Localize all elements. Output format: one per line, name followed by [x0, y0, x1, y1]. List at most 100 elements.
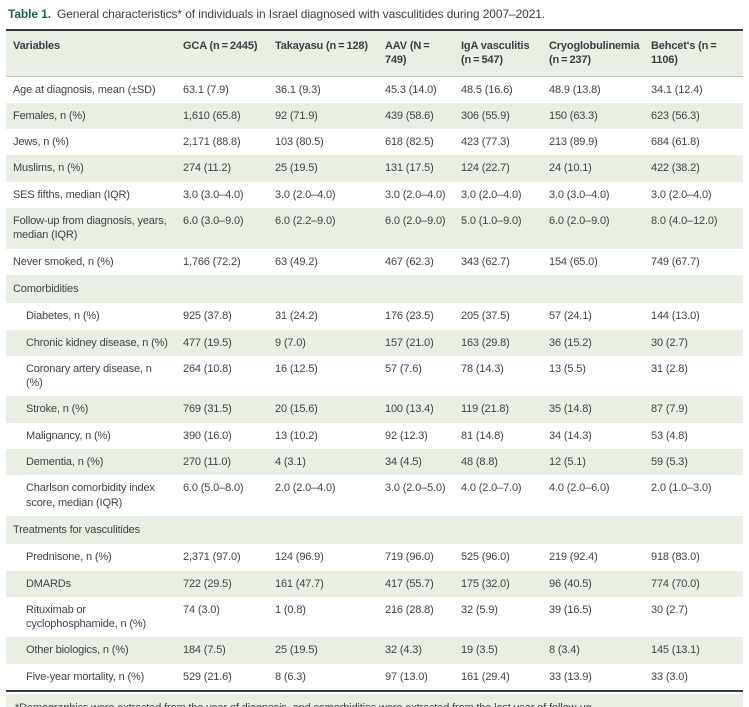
- cell-value: 343 (62.7): [461, 255, 510, 268]
- cell-value: 150 (63.3): [549, 109, 598, 122]
- cell-value: 57 (24.1): [549, 310, 592, 323]
- row-label: DMARDs: [26, 577, 71, 590]
- row-label: Malignancy, n (%): [26, 429, 111, 442]
- cell-value: 6.0 (3.0–9.0): [183, 215, 244, 228]
- cell-value: 34 (4.5): [385, 456, 422, 469]
- cell-value: 145 (13.1): [651, 644, 700, 657]
- cell-value: 96 (40.5): [549, 577, 592, 590]
- row-label: Dementia, n (%): [26, 456, 104, 469]
- cell-value: 39 (16.5): [549, 603, 592, 616]
- table-row: Chronic kidney disease, n (%) 477 (19.5) 9…: [6, 329, 743, 356]
- cell-value: 59 (5.3): [651, 456, 688, 469]
- cell-value: 34.1 (12.4): [651, 83, 703, 96]
- cell-value: 216 (28.8): [385, 603, 434, 616]
- table-footnotes: *Demographics were extracted from the ye…: [6, 694, 743, 707]
- table-body: Age at diagnosis, mean (±SD) 63.1 (7.9) 36…: [6, 76, 743, 691]
- cell-value: 3.0 (2.0–4.0): [275, 188, 336, 201]
- cell-value: 5.0 (1.0–9.0): [461, 215, 522, 228]
- column-header: AAV (N = 749): [378, 30, 454, 77]
- cell-value: 3.0 (2.0–5.0): [385, 482, 446, 495]
- cell-value: 918 (83.0): [651, 551, 700, 564]
- cell-value: 477 (19.5): [183, 336, 232, 349]
- cell-value: 31 (24.2): [275, 310, 318, 323]
- row-label: Prednisone, n (%): [26, 551, 112, 564]
- cell-value: 219 (92.4): [549, 551, 598, 564]
- row-label: Muslims, n (%): [13, 162, 84, 175]
- cell-value: 87 (7.9): [651, 403, 688, 416]
- cell-value: 34 (14.3): [549, 429, 592, 442]
- section-label: Comorbidities: [13, 282, 79, 295]
- cell-value: 103 (80.5): [275, 136, 324, 149]
- cell-value: 33 (3.0): [651, 670, 688, 683]
- cell-value: 529 (21.6): [183, 670, 232, 683]
- cell-value: 184 (7.5): [183, 644, 226, 657]
- cell-value: 8.0 (4.0–12.0): [651, 215, 718, 228]
- cell-value: 119 (21.8): [461, 403, 509, 416]
- cell-value: 264 (10.8): [183, 362, 232, 375]
- cell-value: 63 (49.2): [275, 255, 318, 268]
- cell-value: 13 (10.2): [275, 429, 318, 442]
- table-row: Other biologics, n (%) 184 (7.5) 25 (19.5)…: [6, 637, 743, 664]
- table-row: Jews, n (%) 2,171 (88.8) 103 (80.5) 618 (82…: [6, 129, 743, 155]
- cell-value: 774 (70.0): [651, 577, 700, 590]
- table-row: Diabetes, n (%) 925 (37.8) 31 (24.2) 176 (2…: [6, 303, 743, 329]
- column-header: GCA (n = 2445): [176, 30, 268, 77]
- section-label: Treatments for vasculitides: [13, 523, 140, 536]
- row-label: Five-year mortality, n (%): [26, 670, 145, 683]
- cell-value: 4 (3.1): [275, 456, 306, 469]
- row-label: Females, n (%): [13, 109, 86, 122]
- cell-value: 1 (0.8): [275, 603, 306, 616]
- cell-value: 3.0 (2.0–4.0): [385, 188, 446, 201]
- row-label: Age at diagnosis, mean (±SD): [13, 83, 156, 96]
- table-header: Variables GCA (n = 2445) Takayasu (n = 128…: [6, 30, 743, 77]
- row-label: Follow-up from diagnosis, years, median …: [13, 215, 167, 242]
- cell-value: 719 (96.0): [385, 551, 434, 564]
- cell-value: 48 (8.8): [461, 456, 498, 469]
- cell-value: 16 (12.5): [275, 362, 318, 375]
- section-row: Comorbidities: [6, 274, 743, 304]
- cell-value: 2,371 (97.0): [183, 551, 241, 564]
- row-label: Never smoked, n (%): [13, 255, 114, 268]
- cell-value: 3.0 (2.0–4.0): [461, 188, 522, 201]
- cell-value: 57 (7.6): [385, 362, 422, 375]
- table-row: Muslims, n (%) 274 (11.2) 25 (19.5) 131 (17…: [6, 155, 743, 182]
- cell-value: 36.1 (9.3): [275, 83, 321, 96]
- table-row: Follow-up from diagnosis, years, median …: [6, 208, 743, 249]
- row-label: Other biologics, n (%): [26, 644, 129, 657]
- cell-value: 4.0 (2.0–6.0): [549, 482, 610, 495]
- table-row: Never smoked, n (%) 1,766 (72.2) 63 (49.2)…: [6, 249, 743, 275]
- cell-value: 154 (65.0): [549, 255, 598, 268]
- cell-value: 45.3 (14.0): [385, 83, 437, 96]
- cell-value: 100 (13.4): [385, 403, 434, 416]
- cell-value: 422 (38.2): [651, 162, 700, 175]
- cell-value: 467 (62.3): [385, 255, 434, 268]
- cell-value: 20 (15.6): [275, 403, 318, 416]
- cell-value: 4.0 (2.0–7.0): [461, 482, 522, 495]
- cell-value: 92 (71.9): [275, 109, 318, 122]
- cell-value: 274 (11.2): [183, 162, 231, 175]
- table-row: Five-year mortality, n (%) 529 (21.6) 8 (6…: [6, 664, 743, 691]
- row-label: Charlson comorbidity index score, median…: [26, 482, 155, 509]
- cell-value: 33 (13.9): [549, 670, 592, 683]
- cell-value: 6.0 (2.0–9.0): [385, 215, 446, 228]
- cell-value: 2.0 (2.0–4.0): [275, 482, 336, 495]
- column-header-variables: Variables: [6, 30, 176, 77]
- table-caption: General characteristics* of individuals …: [57, 7, 546, 21]
- table-title: Table 1. General characteristics* of indi…: [8, 7, 743, 22]
- table-row: SES fifths, median (IQR) 3.0 (3.0–4.0) 3.0…: [6, 182, 743, 208]
- cell-value: 925 (37.8): [183, 310, 232, 323]
- cell-value: 769 (31.5): [183, 403, 232, 416]
- column-header: Cryoglobulinemia (n = 237): [542, 30, 644, 77]
- column-header: Behcet's (n = 1106): [644, 30, 743, 77]
- cell-value: 8 (3.4): [549, 644, 580, 657]
- table-number: Table 1.: [8, 7, 51, 21]
- row-label: Coronary artery disease, n (%): [26, 362, 152, 390]
- cell-value: 390 (16.0): [183, 429, 232, 442]
- cell-value: 24 (10.1): [549, 162, 592, 175]
- cell-value: 131 (17.5): [385, 162, 434, 175]
- cell-value: 205 (37.5): [461, 310, 510, 323]
- cell-value: 3.0 (3.0–4.0): [183, 188, 244, 201]
- cell-value: 270 (11.0): [183, 456, 231, 469]
- table-row: Prednisone, n (%) 2,371 (97.0) 124 (96.9) 7…: [6, 544, 743, 570]
- cell-value: 124 (96.9): [275, 551, 324, 564]
